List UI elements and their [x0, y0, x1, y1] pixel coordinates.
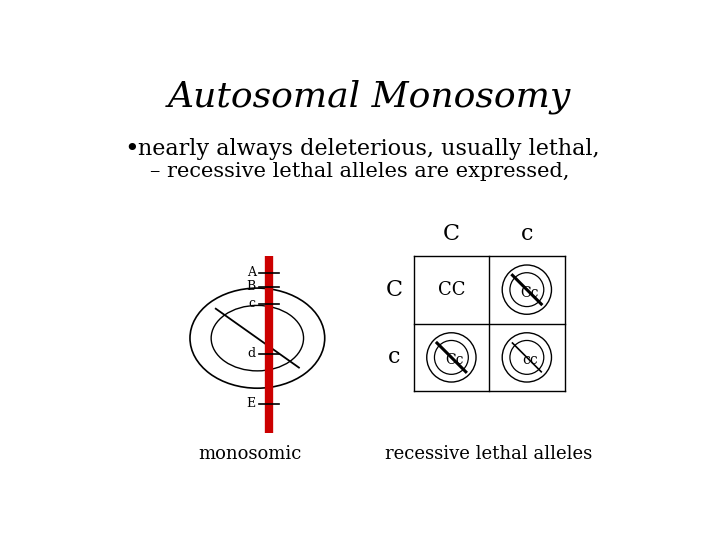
Text: Autosomal Monosomy: Autosomal Monosomy — [167, 80, 571, 114]
Text: C: C — [386, 279, 403, 301]
Text: E: E — [247, 397, 256, 410]
Text: c: c — [249, 297, 256, 310]
Text: recessive lethal alleles: recessive lethal alleles — [385, 444, 593, 463]
Text: CC: CC — [438, 281, 465, 299]
Text: monosomic: monosomic — [198, 444, 302, 463]
Text: nearly always deleterious, usually lethal,: nearly always deleterious, usually letha… — [138, 138, 600, 160]
Text: Cc: Cc — [521, 286, 539, 300]
Text: c: c — [388, 346, 400, 368]
Text: •: • — [124, 138, 139, 161]
Text: d: d — [248, 347, 256, 360]
Text: B: B — [246, 280, 256, 293]
Text: Cc: Cc — [445, 354, 464, 368]
Text: – recessive lethal alleles are expressed,: – recessive lethal alleles are expressed… — [150, 161, 569, 180]
Text: A: A — [247, 266, 256, 279]
Text: c: c — [521, 223, 533, 245]
Text: C: C — [443, 223, 460, 245]
Text: cc: cc — [522, 354, 538, 368]
